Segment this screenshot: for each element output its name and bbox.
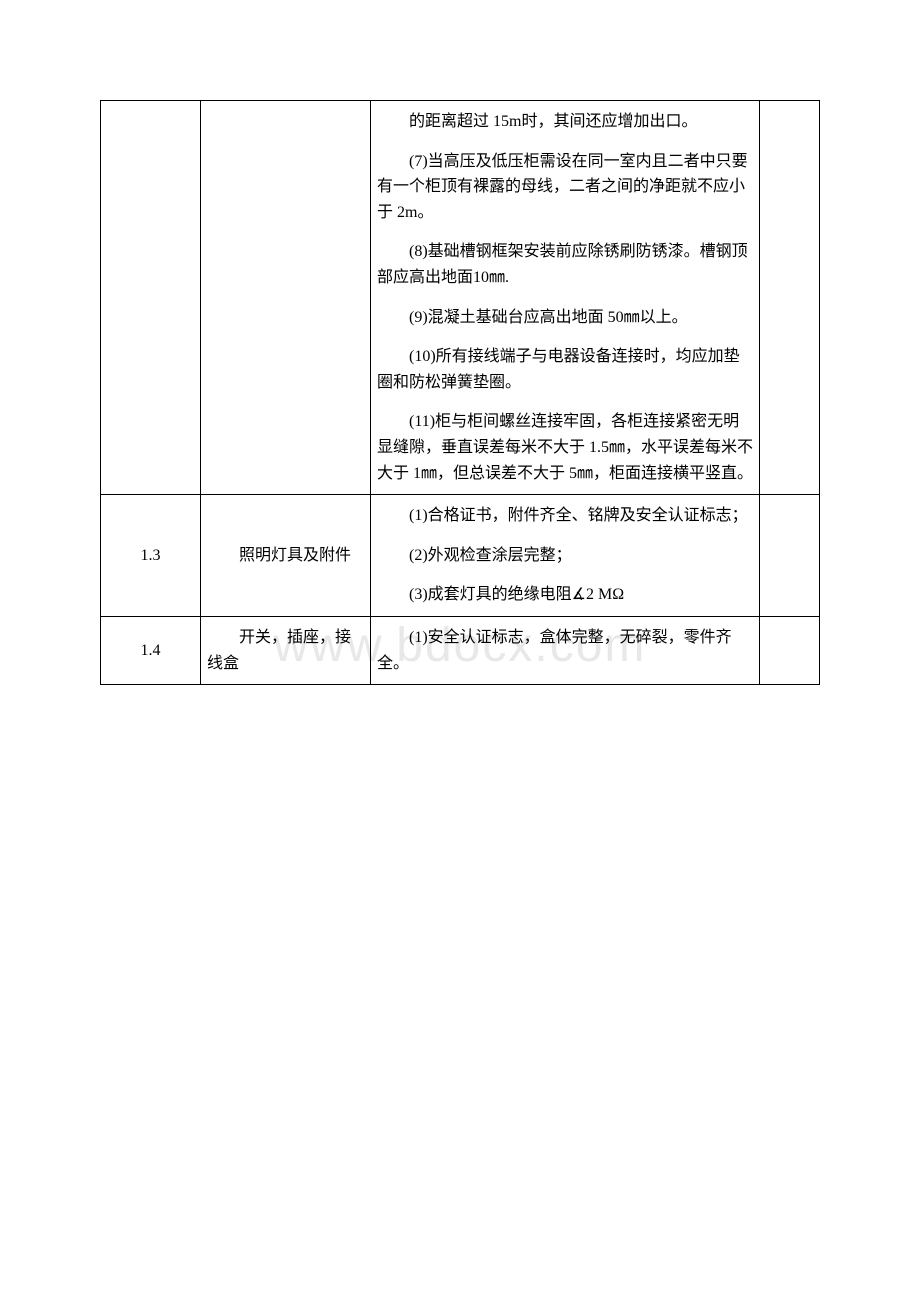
paragraph: (1)合格证书，附件齐全、铭牌及安全认证标志； <box>377 503 753 529</box>
table-row: 1.4 开关，插座，接线盒 (1)安全认证标志，盒体完整，无碎裂，零件齐全。 <box>101 616 820 684</box>
item-name-text: 开关，插座，接线盒 <box>207 625 364 676</box>
paragraph: (1)安全认证标志，盒体完整，无碎裂，零件齐全。 <box>377 625 753 676</box>
row-number-cell: 1.4 <box>101 616 201 684</box>
paragraph: (10)所有接线端子与电器设备连接时，均应加垫圈和防松弹簧垫圈。 <box>377 344 753 395</box>
item-name-text: 照明灯具及附件 <box>207 543 364 569</box>
paragraph: (2)外观检查涂层完整； <box>377 543 753 569</box>
item-name-cell: 照明灯具及附件 <box>201 495 371 617</box>
empty-cell <box>760 616 820 684</box>
paragraph: 的距离超过 15m时，其间还应增加出口。 <box>377 109 753 135</box>
paragraph: (8)基础槽钢框架安装前应除锈刷防锈漆。槽钢顶部应高出地面10㎜. <box>377 239 753 290</box>
item-name-cell: 开关，插座，接线盒 <box>201 616 371 684</box>
row-number-cell <box>101 101 201 495</box>
table-row: 1.3 照明灯具及附件 (1)合格证书，附件齐全、铭牌及安全认证标志； (2)外… <box>101 495 820 617</box>
row-number-cell: 1.3 <box>101 495 201 617</box>
spec-table: 的距离超过 15m时，其间还应增加出口。 (7)当高压及低压柜需设在同一室内且二… <box>100 100 820 685</box>
paragraph: (11)柜与柜间螺丝连接牢固，各柜连接紧密无明显缝隙，垂直误差每米不大于 1.5… <box>377 409 753 486</box>
item-name-cell <box>201 101 371 495</box>
paragraph: (3)成套灯具的绝缘电阻∡2 MΩ <box>377 582 753 608</box>
paragraph: (7)当高压及低压柜需设在同一室内且二者中只要有一个柜顶有裸露的母线，二者之间的… <box>377 149 753 226</box>
paragraph: (9)混凝土基础台应高出地面 50㎜以上。 <box>377 305 753 331</box>
table-row: 的距离超过 15m时，其间还应增加出口。 (7)当高压及低压柜需设在同一室内且二… <box>101 101 820 495</box>
description-cell: 的距离超过 15m时，其间还应增加出口。 (7)当高压及低压柜需设在同一室内且二… <box>371 101 760 495</box>
empty-cell <box>760 495 820 617</box>
description-cell: (1)安全认证标志，盒体完整，无碎裂，零件齐全。 <box>371 616 760 684</box>
empty-cell <box>760 101 820 495</box>
description-cell: (1)合格证书，附件齐全、铭牌及安全认证标志； (2)外观检查涂层完整； (3)… <box>371 495 760 617</box>
